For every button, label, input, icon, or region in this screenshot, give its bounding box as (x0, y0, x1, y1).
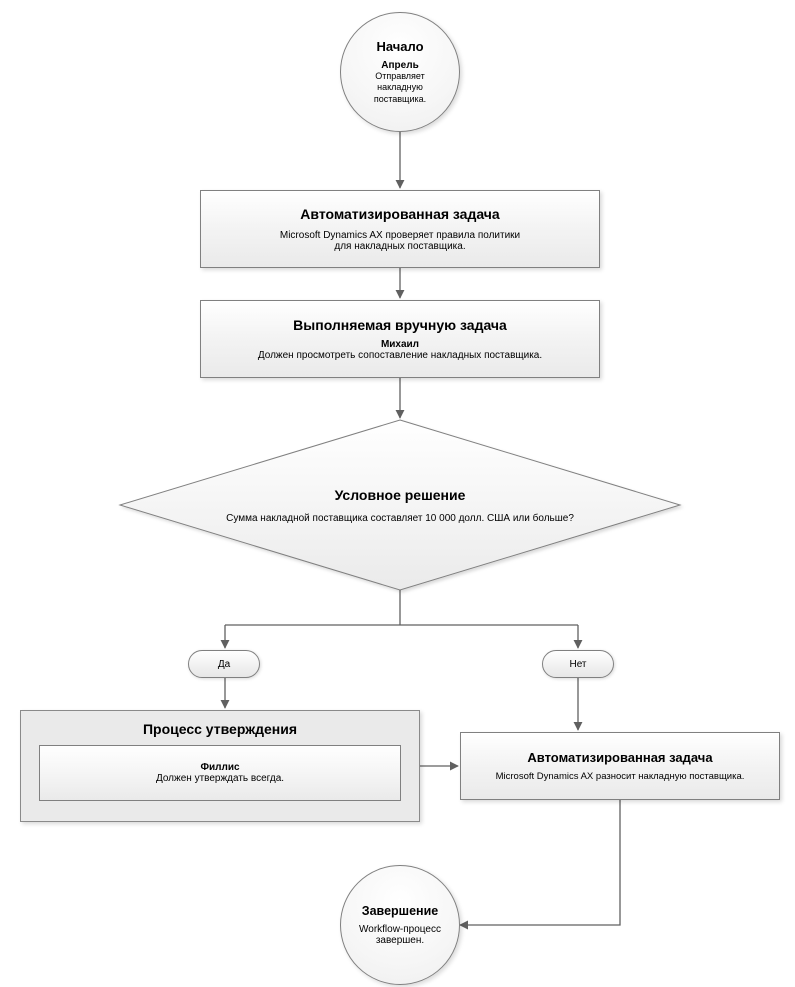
branch-yes-pill: Да (188, 650, 260, 678)
approval-process: Процесс утверждения Филлис Должен утверж… (20, 710, 420, 822)
decision-body: Сумма накладной поставщика составляет 10… (226, 513, 574, 524)
branch-no-pill: Нет (542, 650, 614, 678)
end-title: Завершение (362, 904, 438, 918)
auto-task-2: Автоматизированная задача Microsoft Dyna… (460, 732, 780, 800)
manual-task-subtitle: Михаил (381, 339, 419, 350)
auto-task-1-body2: для накладных поставщика. (334, 241, 465, 252)
auto-task-2-body: Microsoft Dynamics AX разносит накладную… (496, 771, 745, 782)
decision-title: Условное решение (335, 487, 466, 503)
end-body2: завершен. (376, 935, 424, 946)
decision-text: Условное решение Сумма накладной поставщ… (170, 455, 630, 555)
branch-no-label: Нет (569, 659, 586, 670)
start-title: Начало (376, 39, 423, 54)
branch-yes-label: Да (218, 659, 230, 670)
approval-inner-body: Должен утверждать всегда. (156, 773, 284, 784)
start-node: Начало Апрель Отправляет накладную поста… (340, 12, 460, 132)
start-body: Отправляет накладную поставщика. (347, 71, 453, 105)
auto-task-1-title: Автоматизированная задача (300, 206, 499, 222)
auto-task-2-title: Автоматизированная задача (527, 750, 712, 765)
auto-task-1: Автоматизированная задача Microsoft Dyna… (200, 190, 600, 268)
start-subtitle: Апрель (381, 60, 418, 71)
auto-task-1-body1: Microsoft Dynamics AX проверяет правила … (280, 230, 520, 241)
manual-task-body: Должен просмотреть сопоставление накладн… (258, 350, 542, 361)
manual-task-title: Выполняемая вручную задача (293, 317, 507, 333)
approval-inner: Филлис Должен утверждать всегда. (39, 745, 401, 801)
approval-title: Процесс утверждения (143, 721, 297, 737)
end-body1: Workflow-процесс (359, 924, 441, 935)
flowchart-canvas: Начало Апрель Отправляет накладную поста… (0, 0, 795, 987)
connectors-layer (0, 0, 795, 987)
manual-task: Выполняемая вручную задача Михаил Должен… (200, 300, 600, 378)
decision-diamond (120, 420, 680, 590)
end-node: Завершение Workflow-процесс завершен. (340, 865, 460, 985)
approval-inner-title: Филлис (200, 762, 239, 773)
